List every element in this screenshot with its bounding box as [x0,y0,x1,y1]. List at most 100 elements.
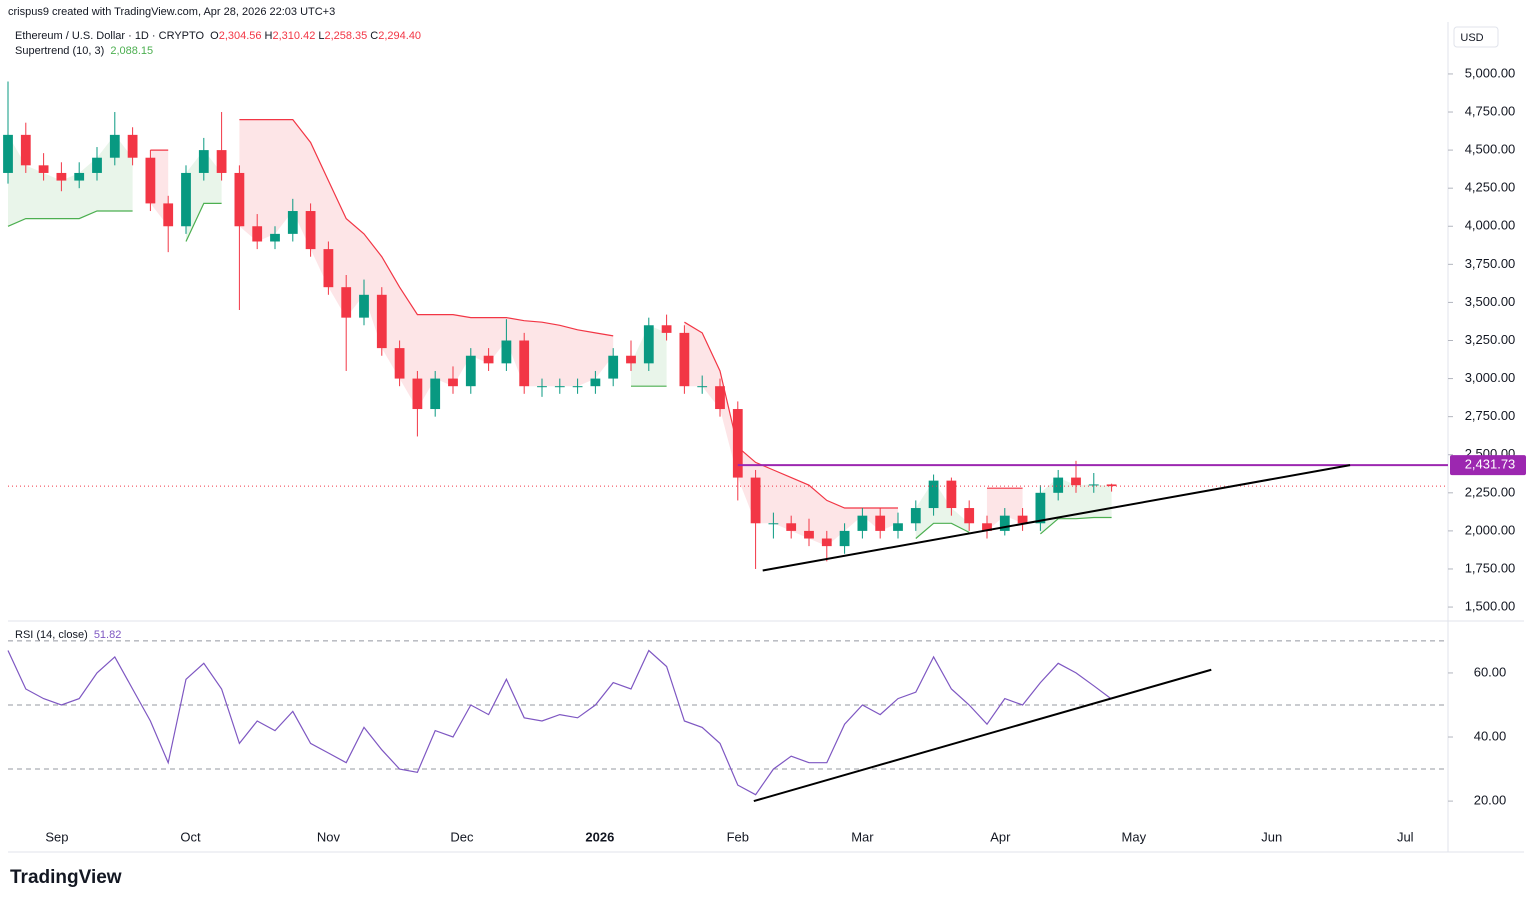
y-tick-label: 5,000.00 [1465,65,1516,80]
candle-body [910,508,921,524]
candle-body [661,325,672,333]
candle-body [394,348,405,379]
legend-main: Ethereum / U.S. Dollar · 1D · CRYPTO O2,… [15,30,427,42]
x-tick-label: Nov [317,829,341,844]
y-tick-label: 3,250.00 [1465,332,1516,347]
candle-body [590,378,601,387]
candle-body [857,515,868,531]
candle-body [732,409,743,478]
price-label: 2,431.73 [1465,457,1516,472]
y-tick-label: 1,500.00 [1465,598,1516,613]
candle-body [768,523,779,525]
candle-body [501,340,512,364]
candle-body [341,287,352,318]
x-tick-label: Oct [180,829,201,844]
ohlc-key: C [370,30,379,42]
candle-body [554,386,565,388]
candle-body [412,378,423,410]
candle-body [145,157,156,204]
candle-body [982,523,992,531]
rsi-line [7,649,1112,796]
candle-body [163,203,174,227]
y-tick-label: 3,500.00 [1465,294,1516,309]
candle-body [20,134,31,166]
y-tick-label: 2,750.00 [1465,408,1516,423]
candle-body [1035,492,1046,524]
y-tick-label: 4,250.00 [1465,180,1516,195]
candle-body [3,134,13,173]
currency-box[interactable] [1453,26,1499,48]
candle-body [715,386,725,410]
candle-body [92,157,102,173]
trend-line [762,464,1351,572]
y-tick-label: 4,750.00 [1465,103,1516,118]
candle-body [448,378,458,387]
symbol: Ethereum / U.S. Dollar · 1D · CRYPTO [15,30,205,42]
y-tick-label: 20.00 [1474,793,1507,808]
candle-body [109,134,120,158]
candle-body [839,530,850,547]
indicator-name: RSI (14, close) [15,629,88,641]
y-tick-label: 60.00 [1474,664,1507,679]
candle-body [359,294,369,318]
y-tick-label: 2,000.00 [1465,522,1516,537]
candle-body [626,355,636,364]
candle-body [38,165,49,173]
candle-body [643,325,654,364]
candle-body [964,508,975,524]
candle-body [465,355,476,387]
supertrend-line [150,119,1023,509]
candle-body [821,538,832,547]
ohlc-value: 2,310.42 [272,30,316,42]
ohlc-key: O [210,30,219,42]
currency[interactable]: USD [1460,32,1483,44]
candle-body [875,515,886,531]
candle-body [376,294,387,349]
indicator-value: 51.82 [93,629,122,641]
legend-supertrend: Supertrend (10, 3) 2,088.15 [15,45,156,57]
candle-body [216,150,227,173]
x-tick-label: Feb [727,829,749,844]
candle-body [679,332,690,387]
credit: crispus9 created with TradingView.com, A… [8,6,336,18]
ohlc-value: 2,258.35 [324,30,368,42]
candle-body [537,386,547,388]
candle-body [198,150,209,173]
y-tick-label: 3,750.00 [1465,256,1516,271]
candle-body [608,355,619,379]
x-tick-label: Dec [450,829,474,844]
legend-rsi: RSI (14, close) 51.82 [15,629,124,641]
supertrend-fill [185,150,222,242]
x-tick-label: Sep [45,829,68,844]
candle-body [56,172,67,181]
y-tick-label: 4,000.00 [1465,218,1516,233]
x-tick-label: Apr [990,829,1011,844]
y-tick-label: 4,500.00 [1465,142,1516,157]
candle-body [252,226,263,242]
candle-body [804,530,814,539]
candle-body [74,172,85,181]
supertrend-line [7,202,1112,539]
candle-body [287,211,298,234]
candle-body [1071,477,1081,486]
candle-body [786,523,797,531]
candle-body [697,386,708,388]
candle-body [750,477,761,524]
candle-body [1053,477,1064,493]
candle-body [1017,515,1028,524]
x-tick-label: Jun [1261,829,1282,844]
ohlc-key: H [264,30,273,42]
indicator-value: 2,088.15 [110,45,154,57]
price-label-box [1450,455,1526,476]
ohlc: O2,304.56 H2,310.42 L2,258.35 C2,294.40 [210,30,424,42]
supertrend-fill [239,119,614,410]
candle-body [519,340,530,387]
candle-body [999,515,1010,531]
y-tick-label: 2,250.00 [1465,484,1516,499]
candle-body [893,523,903,531]
ohlc-key: L [318,30,325,42]
x-tick-label: 2026 [585,829,614,844]
ohlc-value: 2,294.40 [378,30,422,42]
